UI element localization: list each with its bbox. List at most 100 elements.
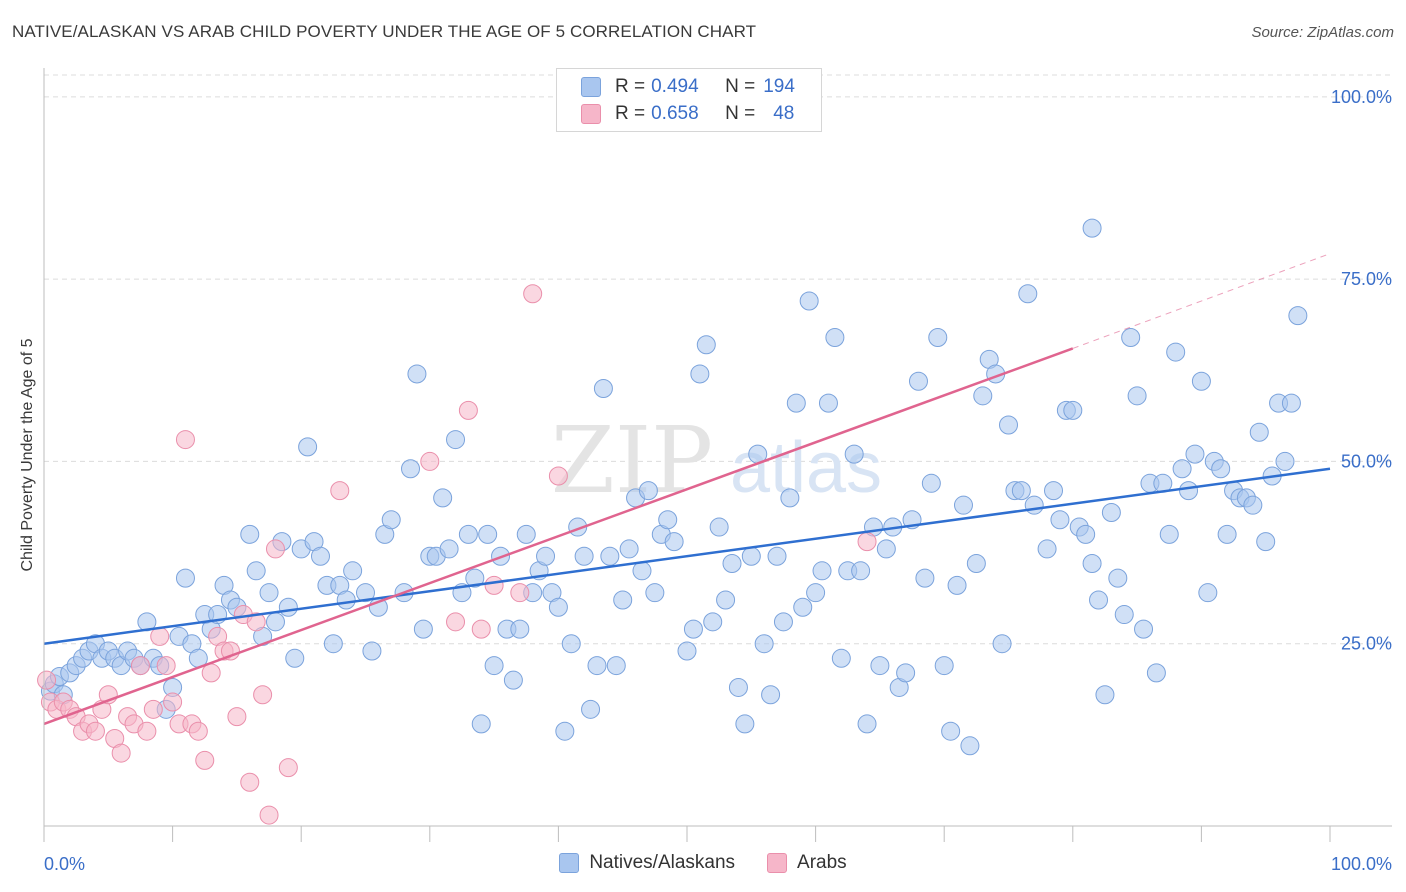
native-point (536, 546, 556, 566)
arab-point (195, 750, 215, 770)
legend-swatch-natives (559, 853, 580, 873)
legend-r-label: R = (615, 76, 646, 97)
arab-point (150, 626, 170, 646)
legend-r-value: 0.658 (651, 103, 699, 124)
grid-layer (44, 74, 1392, 645)
native-point (574, 546, 594, 566)
legend-item-arabs[interactable]: Arabs (767, 852, 847, 874)
native-point (1076, 524, 1096, 544)
native-point (362, 641, 382, 661)
native-point (999, 415, 1018, 435)
native-point (619, 539, 639, 559)
arab-point (37, 670, 57, 690)
arab-point (156, 656, 176, 676)
native-point (1063, 400, 1083, 420)
native-point (433, 488, 453, 508)
arab-point (278, 758, 298, 778)
native-point (1166, 342, 1186, 362)
arab-point (188, 721, 208, 741)
native-point (1211, 459, 1231, 479)
native-point (876, 539, 896, 559)
native-point (696, 335, 716, 355)
native-point (413, 619, 433, 639)
native-point (1121, 327, 1141, 347)
native-point (934, 656, 954, 676)
native-point (812, 561, 832, 581)
arab-point (458, 400, 478, 420)
arab-trend-line (43, 347, 1074, 726)
native-point (844, 444, 864, 464)
native-point (1179, 481, 1199, 501)
native-point (735, 714, 755, 734)
native-point (767, 546, 787, 566)
native-point (1108, 568, 1128, 588)
watermark-atlas: atlas (730, 428, 882, 508)
native-point (799, 291, 819, 311)
native-point (921, 473, 941, 493)
native-point (709, 517, 729, 537)
native-point (928, 327, 948, 347)
native-point (259, 583, 279, 603)
native-point (690, 364, 710, 384)
arab-point (130, 656, 150, 676)
native-point (915, 568, 935, 588)
arab-point (137, 721, 157, 741)
native-point (478, 524, 498, 544)
native-point (439, 539, 459, 559)
native-point (1134, 619, 1154, 639)
y-tick-label: 25.0% (1341, 634, 1392, 654)
native-point (806, 583, 826, 603)
arab-point (265, 539, 285, 559)
native-point (1037, 539, 1057, 559)
y-tick-label: 75.0% (1341, 269, 1392, 289)
legend-label-natives: Natives/Alaskans (589, 852, 736, 873)
axis-layer (43, 68, 1392, 842)
legend-item-natives[interactable]: Natives/Alaskans (559, 852, 735, 874)
legend-n-label: N = (725, 103, 756, 124)
native-point (645, 583, 665, 603)
native-point (1018, 284, 1038, 304)
native-point (1249, 422, 1269, 442)
legend-r-value: 0.494 (651, 76, 699, 97)
arab-point (510, 583, 530, 603)
arab-point (201, 663, 221, 683)
native-point (1275, 451, 1295, 471)
native-point (825, 327, 845, 347)
native-point (587, 656, 607, 676)
native-point (1288, 306, 1308, 326)
native-point (786, 393, 806, 413)
native-point (561, 634, 581, 654)
native-point (851, 561, 871, 581)
native-point (356, 583, 375, 603)
native-point (658, 510, 678, 530)
native-point (818, 393, 838, 413)
y-tick-label: 100.0% (1331, 87, 1392, 107)
native-point (1159, 524, 1179, 544)
native-point (728, 677, 748, 697)
native-point (857, 714, 877, 734)
native-point (947, 575, 967, 595)
native-point (401, 459, 421, 479)
native-point (941, 721, 961, 741)
native-point (1256, 532, 1276, 552)
native-point (1198, 583, 1218, 603)
native-point (1243, 495, 1263, 515)
native-point (1127, 386, 1147, 406)
native-point (741, 546, 761, 566)
legend-swatch-arabs (767, 853, 788, 873)
native-point (722, 554, 742, 574)
native-point (966, 554, 986, 574)
watermark: ZIP atlas (551, 407, 882, 514)
native-point (908, 371, 928, 391)
legend-n-value: 48 (773, 103, 795, 124)
points-layer (37, 218, 1308, 825)
arab-point (143, 699, 163, 719)
native-point (613, 590, 633, 610)
native-point (664, 532, 684, 552)
native-point (1095, 685, 1115, 705)
x-tick-label: 100.0% (1331, 854, 1392, 874)
native-point (761, 685, 781, 705)
native-point (446, 430, 466, 450)
native-point (1050, 510, 1070, 530)
